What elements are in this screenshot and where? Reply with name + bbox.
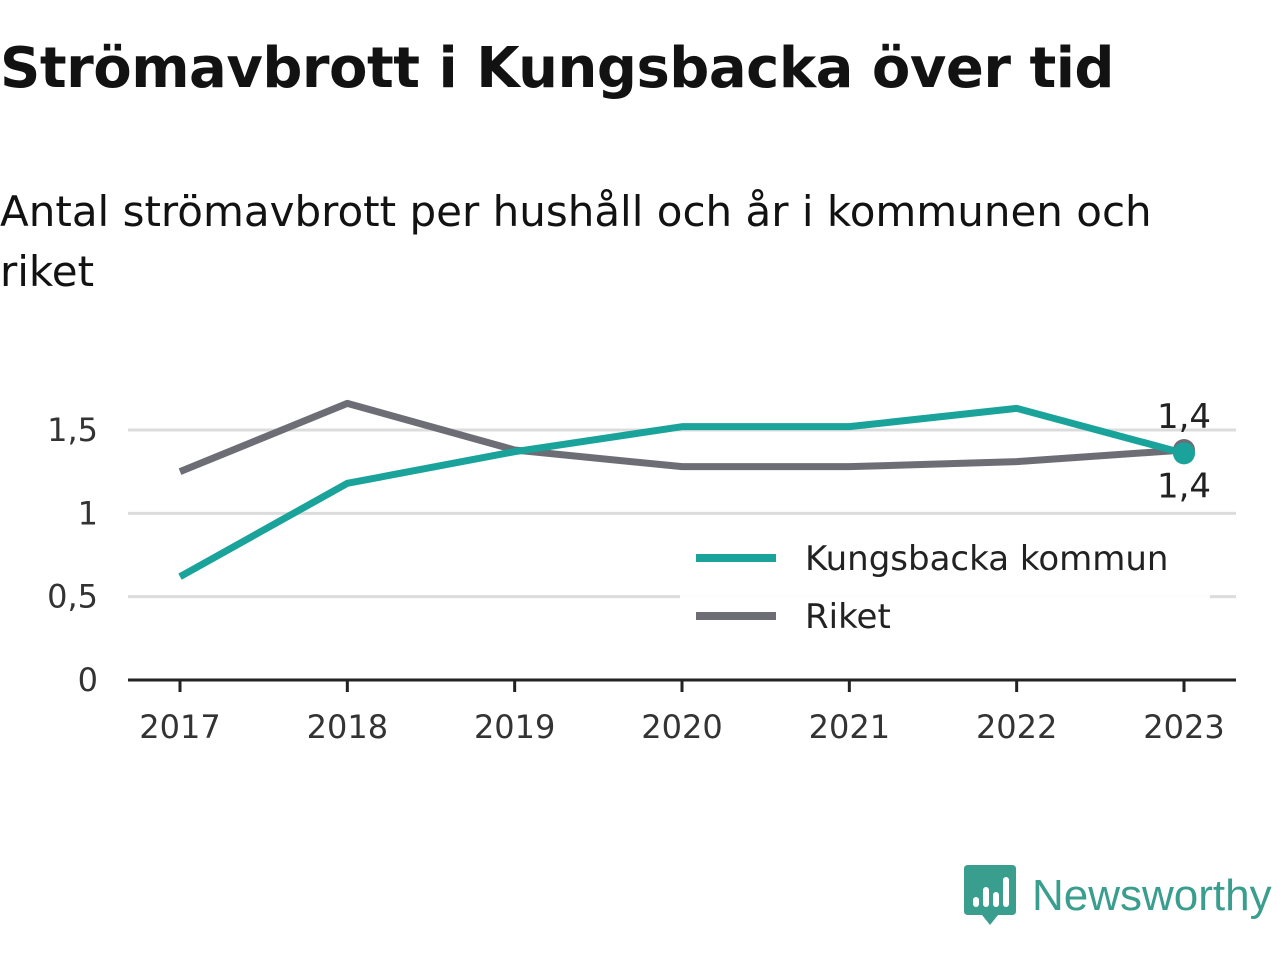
series-end-point <box>1173 442 1195 465</box>
end-value-label: 1,4 <box>1157 466 1211 506</box>
x-axis: 2017 2018 2019 2020 2021 2022 2023 <box>128 678 1236 746</box>
legend-background <box>680 532 1210 644</box>
series-line <box>178 404 1185 580</box>
chart-subtitle: Antal strömavbrott per hushåll och år i … <box>0 187 1152 296</box>
y-tick-label: 1,5 <box>47 411 98 449</box>
x-tick-label: 2022 <box>976 708 1057 746</box>
end-labels: 1,4 1,4 <box>1157 397 1211 506</box>
x-tick-label: 2023 <box>1143 708 1224 746</box>
brand-name: Newsworthy <box>1032 871 1272 920</box>
y-tick-label: 0,5 <box>47 578 98 616</box>
chart-title: Strömavbrott i Kungsbacka över tid <box>0 36 1115 101</box>
legend: Kungsbacka kommun Riket <box>680 532 1210 644</box>
y-tick-label: 1 <box>78 494 98 532</box>
y-tick-label: 0 <box>78 661 98 699</box>
legend-label: Riket <box>805 597 891 637</box>
bar-chart-icon <box>964 865 1016 925</box>
end-value-label: 1,4 <box>1157 397 1211 437</box>
series-lines <box>178 399 1195 580</box>
newsworthy-logo: Newsworthy <box>964 864 1272 928</box>
x-tick-label: 2021 <box>809 708 890 746</box>
x-tick-label: 2020 <box>641 708 722 746</box>
x-tick-label: 2018 <box>307 708 388 746</box>
legend-label: Kungsbacka kommun <box>805 539 1168 579</box>
y-axis: 0 0,5 1 1,5 <box>47 411 98 699</box>
x-tick-label: 2017 <box>139 708 220 746</box>
x-tick-label: 2019 <box>474 708 555 746</box>
series-line <box>178 399 1185 475</box>
